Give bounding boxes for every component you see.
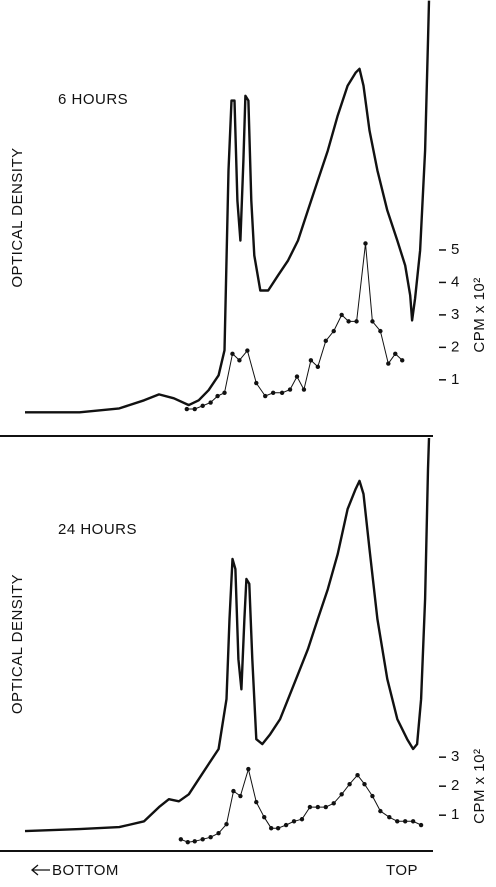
panel-title: 6 HOURS [58,91,128,108]
cpm-point [185,839,190,845]
y2-axis-label: CPM x 10² [471,277,488,352]
cpm-point [307,804,313,810]
cpm-point [200,837,205,842]
cpm-point [299,817,305,822]
cpm-point [323,338,328,344]
y-tick-label: 5 [451,241,460,258]
y-tick-label: 4 [451,273,460,290]
cpm-point [208,400,213,405]
y-tick-label: 2 [451,777,460,794]
y2-axis-label: CPM x 10² [471,748,488,823]
cpm-point [378,808,383,814]
cpm-point [231,788,236,794]
cpm-point [283,822,289,828]
cpm-point [279,390,285,395]
y-tick-label: 1 [451,371,460,388]
cpm-point [287,387,293,392]
cpm-point [237,358,242,363]
cpm-line [180,768,422,843]
y-tick-label: 3 [451,306,460,323]
cpm-point [301,387,307,392]
cpm-point [370,793,375,799]
cpm-point [339,792,344,797]
cpm-point [331,801,336,806]
cpm-point [200,403,205,408]
y-tick-label: 1 [451,806,460,823]
cpm-point [410,819,416,824]
cpm-point [395,819,400,824]
cpm-point [315,804,321,810]
cpm-point [402,819,408,824]
cpm-point [347,781,352,787]
cpm-point [263,393,268,399]
y-tick-label: 2 [451,338,460,355]
y-tick-label: 3 [451,748,460,765]
cpm-point [245,348,250,353]
cpm-point [254,380,259,386]
cpm-point [370,319,375,324]
cpm-point [230,351,235,357]
optical-density-trace [24,437,431,833]
cpm-point [362,781,367,787]
cpm-point [363,241,368,246]
cpm-point [238,793,243,799]
cpm-point [216,830,221,836]
x-direction-arrow [30,864,50,876]
cpm-point [400,358,405,363]
cpm-point [254,799,259,805]
cpm-point [323,804,328,810]
cpm-point [354,319,359,324]
x-right-label: TOP [386,862,418,879]
cpm-point [246,766,251,772]
cpm-point [339,312,344,318]
cpm-point [184,406,190,412]
cpm-point [294,374,300,379]
optical-density-trace [25,0,431,414]
cpm-point [386,361,391,366]
cpm-point [355,772,360,778]
cpm-point [315,364,321,370]
panel-title: 24 HOURS [58,521,137,538]
cpm-point [222,390,227,395]
cpm-point [268,826,274,831]
cpm-point [208,835,213,840]
y-axis-label: OPTICAL DENSITY [9,147,26,287]
cpm-point [291,819,297,824]
cpm-point [275,826,281,831]
cpm-point [393,351,398,357]
cpm-point [224,821,229,827]
y-axis-label: OPTICAL DENSITY [9,574,26,714]
cpm-point [418,822,424,828]
cpm-point [308,358,314,363]
cpm-point [378,328,383,334]
cpm-line [186,243,403,410]
cpm-point [387,815,392,820]
x-left-label: BOTTOM [52,862,119,879]
cpm-point [346,319,351,324]
cpm-point [192,406,197,412]
cpm-point [178,837,184,842]
cpm-point [270,390,276,395]
cpm-point [192,839,197,844]
cpm-point [331,328,336,334]
cpm-point [262,815,267,820]
cpm-point [215,393,220,399]
